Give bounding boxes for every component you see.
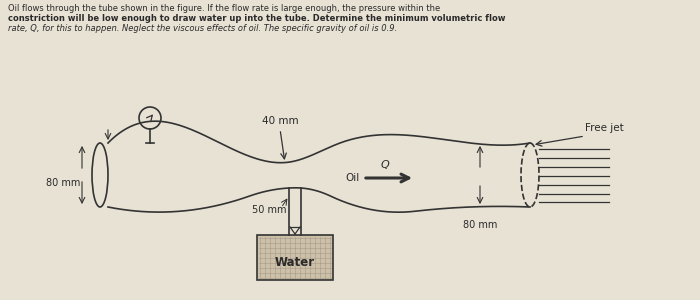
Text: constriction will be low enough to draw water up into the tube. Determine the mi: constriction will be low enough to draw … [8,14,505,23]
Text: Free jet: Free jet [585,123,624,133]
Text: Oil: Oil [346,173,360,183]
Text: Oil flows through the tube shown in the figure. If the flow rate is large enough: Oil flows through the tube shown in the … [8,4,440,13]
Text: 50 mm: 50 mm [251,205,286,215]
Text: Water: Water [275,256,315,269]
Text: 80 mm: 80 mm [463,220,497,230]
Text: Q: Q [381,160,389,170]
Text: rate, Q, for this to happen. Neglect the viscous effects of oil. The specific gr: rate, Q, for this to happen. Neglect the… [8,24,398,33]
Text: 80 mm: 80 mm [46,178,80,188]
Bar [257,235,333,280]
Text: 40 mm: 40 mm [262,116,298,126]
